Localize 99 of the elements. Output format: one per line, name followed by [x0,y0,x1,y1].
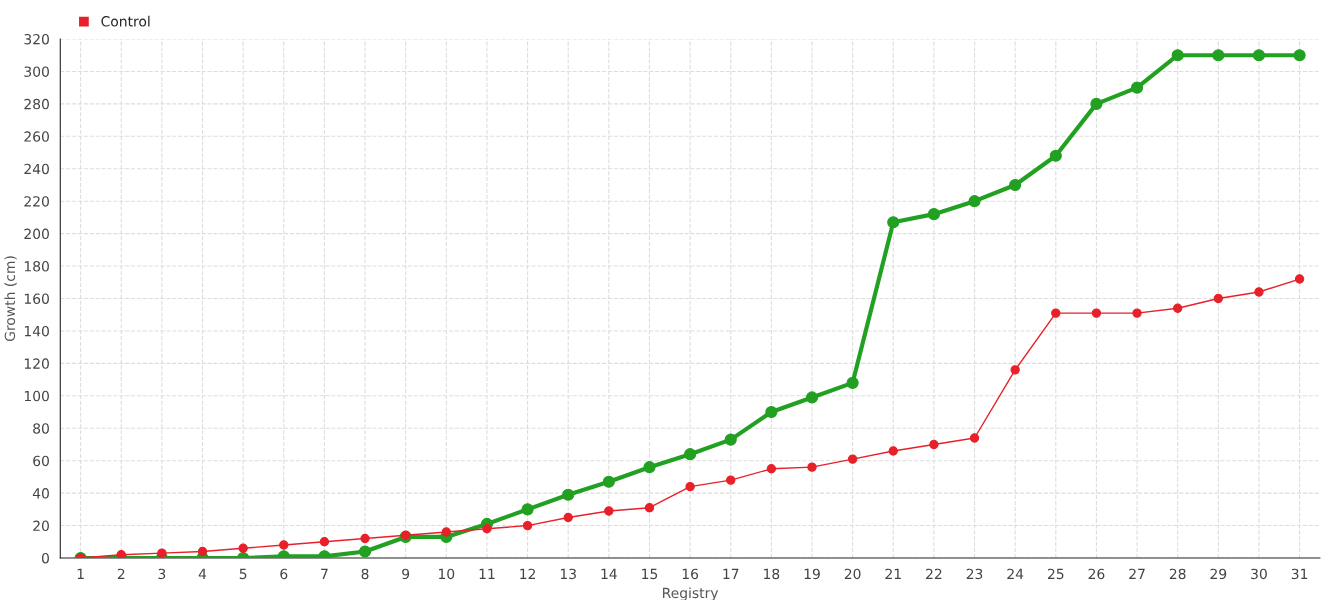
x-tick-label: 18 [764,568,780,580]
point [1132,308,1142,318]
point [1130,81,1144,94]
point [643,461,656,474]
x-tick-label: 24 [1007,568,1024,579]
y-tick-label: 240 [24,163,49,175]
y-tick-label: 120 [24,358,49,369]
point [929,439,939,450]
point [562,488,575,501]
point [888,446,898,456]
point [765,405,778,419]
x-axis-title: Registry [663,587,719,600]
x-tick-label: 22 [926,568,942,579]
y-tick-label: 260 [24,131,49,142]
x-tick-label: 29 [1210,568,1227,580]
point [602,475,615,488]
y-tick-label: 100 [24,390,49,402]
point [807,462,817,472]
x-tick-label: 19 [804,568,820,580]
point [522,520,533,531]
point [685,481,695,492]
point [604,506,614,516]
point [887,216,900,229]
x-tick-label: 7 [321,568,328,579]
x-tick-label: 25 [1047,568,1064,580]
point [1090,97,1103,110]
x-tick-label: 5 [239,568,247,580]
point [1213,293,1224,304]
point [1091,308,1102,318]
point [197,546,208,557]
point [1049,149,1062,162]
x-tick-label: 11 [479,568,495,579]
x-tick-label: 16 [682,568,699,580]
point [724,433,737,446]
point [1212,49,1225,62]
x-tick-label: 23 [966,568,983,580]
point [1051,308,1061,318]
x-tick-label: 13 [560,568,576,580]
x-tick-label: 31 [1291,568,1308,580]
point [482,524,492,534]
y-tick-label: 320 [24,33,49,45]
point [1010,365,1020,375]
point [805,391,819,404]
point [847,454,858,464]
point [1252,49,1266,62]
point [319,537,330,547]
point [441,527,451,537]
point [1009,178,1022,192]
y-tick-label: 40 [32,488,49,499]
x-tick-label: 12 [520,568,536,579]
y-tick-label: 20 [33,520,49,532]
y-tick-label: 0 [41,552,49,564]
x-tick-label: 9 [402,568,410,580]
y-tick-label: 160 [24,293,49,304]
y-tick-label: 180 [24,261,49,272]
y-tick-label: 280 [24,98,49,110]
x-tick-label: 1 [77,568,84,579]
x-tick-label: 21 [885,568,901,579]
point [684,448,697,461]
point [927,208,940,221]
x-tick-label: 3 [158,568,166,580]
x-tick-label: 14 [601,568,617,579]
y-tick-label: 140 [24,325,49,337]
y-tick-label: 80 [33,423,49,434]
x-tick-label: 26 [1088,568,1105,580]
point [563,512,573,523]
y-tick-label: 60 [33,455,49,467]
x-tick-label: 30 [1251,568,1267,580]
point [1171,49,1184,62]
x-tick-label: 8 [361,568,369,580]
point [968,195,981,208]
point [1293,49,1306,62]
x-tick-label: 10 [439,568,455,580]
y-tick-label: 220 [24,196,49,207]
point [969,433,980,443]
y-tick-label: 300 [24,66,49,77]
x-tick-label: 2 [117,568,125,579]
x-tick-label: 4 [198,568,207,579]
point [766,464,777,474]
x-tick-label: 28 [1169,568,1186,580]
point [1173,303,1183,313]
point [1254,287,1264,297]
x-tick-label: 6 [280,568,288,580]
x-tick-label: 27 [1129,568,1145,579]
point [644,503,655,513]
point [360,533,370,544]
point [238,543,248,553]
point [521,503,534,516]
y-axis-title: Growth (cm) [4,256,17,342]
y-tick-label: 200 [24,228,49,240]
point [846,376,859,389]
x-tick-label: 15 [642,568,658,580]
x-tick-label: 17 [723,568,739,579]
point [726,475,736,485]
point [358,545,372,558]
point [279,540,289,550]
x-tick-label: 20 [844,568,861,580]
legend-label: Control [101,15,150,27]
point [1294,274,1305,284]
